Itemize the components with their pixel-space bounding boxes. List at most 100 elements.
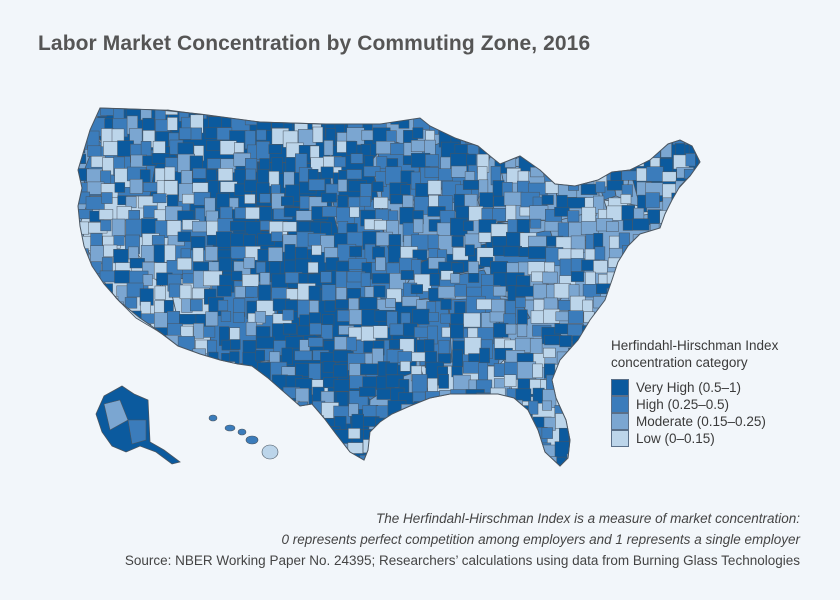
commuting-zone	[78, 400, 92, 417]
commuting-zone	[657, 248, 670, 266]
commuting-zone	[543, 119, 560, 138]
commuting-zone	[462, 179, 481, 190]
hawaii-island	[237, 428, 247, 436]
commuting-zone	[216, 192, 231, 209]
commuting-zone	[505, 444, 522, 456]
commuting-zone	[113, 313, 129, 332]
commuting-zone	[685, 153, 696, 167]
commuting-zone	[570, 465, 584, 466]
commuting-zone	[570, 271, 584, 282]
commuting-zone	[528, 400, 539, 415]
commuting-zone	[424, 108, 439, 114]
commuting-zone	[124, 297, 138, 309]
commuting-zone	[463, 312, 481, 328]
commuting-zone	[659, 269, 672, 286]
commuting-zone	[554, 323, 569, 335]
commuting-zone	[98, 209, 114, 220]
legend-item-moderate: Moderate (0.15–0.25)	[611, 413, 778, 430]
commuting-zone	[78, 309, 90, 323]
commuting-zone	[701, 168, 715, 179]
commuting-zone	[295, 210, 314, 221]
commuting-zone	[583, 428, 601, 443]
legend-swatch-low	[611, 430, 629, 447]
commuting-zone	[540, 154, 560, 164]
commuting-zone	[230, 339, 241, 350]
commuting-zone	[502, 456, 513, 466]
commuting-zone	[649, 157, 661, 168]
commuting-zone	[129, 467, 148, 482]
commuting-zone	[416, 428, 427, 439]
commuting-zone	[204, 457, 217, 466]
commuting-zone	[220, 311, 232, 322]
commuting-zone	[610, 140, 628, 158]
commuting-zone	[452, 349, 463, 368]
commuting-zone	[156, 469, 175, 482]
commuting-zone	[637, 144, 651, 160]
commuting-zone	[621, 170, 639, 181]
commuting-zone	[453, 399, 470, 413]
commuting-zone	[207, 108, 219, 117]
commuting-zone	[166, 439, 180, 455]
commuting-zone	[281, 196, 294, 207]
commuting-zone	[645, 126, 663, 137]
commuting-zone	[153, 244, 166, 264]
commuting-zone	[100, 170, 112, 184]
commuting-zone	[451, 426, 467, 444]
commuting-zone	[322, 361, 336, 373]
commuting-zone	[479, 192, 494, 208]
commuting-zone	[520, 108, 535, 120]
commuting-zone	[468, 440, 481, 455]
commuting-zone	[556, 118, 568, 136]
commuting-zone	[593, 108, 607, 114]
commuting-zone	[515, 443, 529, 461]
commuting-zone	[673, 261, 687, 279]
commuting-zone	[244, 391, 262, 411]
commuting-zone	[675, 245, 691, 258]
commuting-zone	[607, 118, 623, 132]
commuting-zone	[334, 117, 345, 134]
commuting-zone	[647, 283, 660, 298]
commuting-zone	[554, 465, 575, 466]
commuting-zone	[217, 299, 229, 312]
legend-item-high: High (0.25–0.5)	[611, 396, 778, 413]
commuting-zone	[346, 231, 366, 247]
commuting-zone	[128, 246, 139, 260]
commuting-zone	[246, 444, 265, 457]
commuting-zone	[178, 467, 195, 480]
commuting-zone	[190, 414, 207, 431]
commuting-zone	[104, 361, 122, 372]
commuting-zone	[478, 232, 492, 243]
commuting-zone	[178, 426, 194, 440]
commuting-zone	[518, 132, 531, 150]
commuting-zone	[556, 108, 574, 120]
commuting-zone	[479, 347, 490, 364]
commuting-zone	[684, 296, 696, 312]
commuting-zone	[126, 376, 140, 391]
commuting-zone	[412, 308, 430, 325]
commuting-zone	[347, 442, 364, 456]
commuting-zone	[684, 261, 695, 278]
commuting-zone	[255, 457, 271, 466]
legend-label-moderate: Moderate (0.15–0.25)	[636, 414, 766, 429]
legend-title: Herfindahl-Hirschman Index concentration…	[611, 337, 778, 371]
commuting-zone	[385, 362, 398, 376]
commuting-zone	[491, 108, 503, 122]
commuting-zone	[373, 196, 389, 209]
commuting-zone	[581, 456, 594, 466]
commuting-zone	[233, 364, 244, 381]
commuting-zone	[78, 377, 96, 390]
commuting-zone	[531, 465, 542, 466]
commuting-zone	[424, 426, 440, 441]
commuting-zone	[103, 467, 122, 483]
commuting-zone	[621, 272, 638, 293]
commuting-zone	[606, 296, 624, 315]
commuting-zone	[399, 207, 414, 225]
commuting-zone	[128, 362, 144, 381]
commuting-zone	[192, 404, 212, 416]
commuting-zone	[596, 338, 611, 350]
commuting-zone	[634, 152, 645, 167]
commuting-zone	[281, 347, 293, 366]
commuting-zone	[309, 457, 323, 466]
commuting-zone	[569, 168, 587, 185]
commuting-zone	[216, 108, 230, 118]
